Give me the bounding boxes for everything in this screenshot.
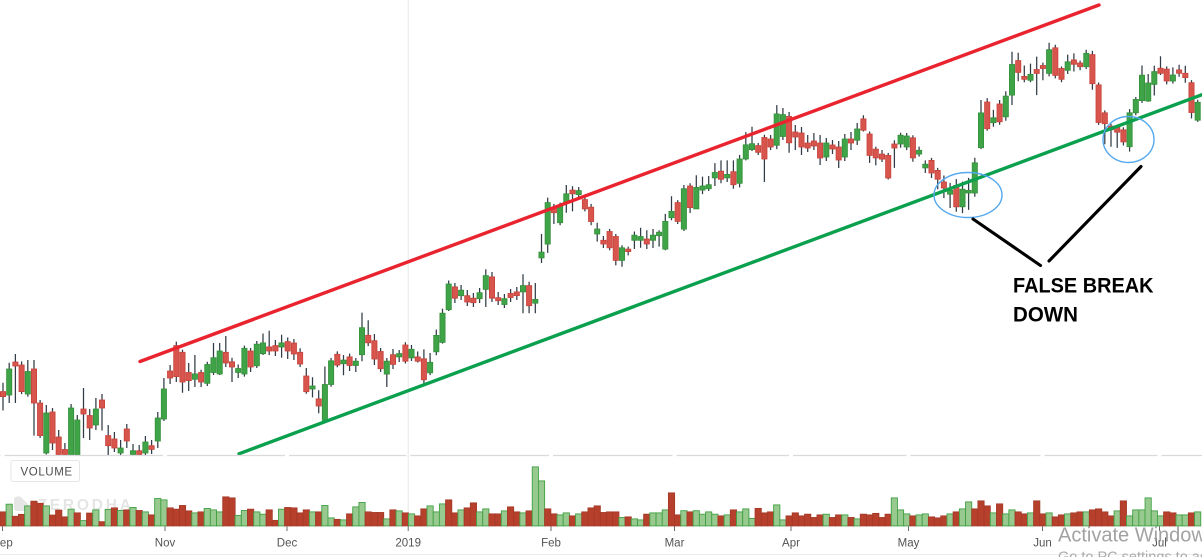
svg-text:Activate Windows: Activate Windows bbox=[1058, 525, 1202, 547]
svg-text:VOLUME: VOLUME bbox=[21, 467, 73, 479]
svg-text:FALSE BREAK: FALSE BREAK bbox=[1013, 274, 1154, 298]
svg-text:Nov: Nov bbox=[155, 538, 176, 550]
svg-text:Mar: Mar bbox=[665, 538, 685, 550]
svg-text:May: May bbox=[898, 538, 920, 550]
svg-text:Apr: Apr bbox=[782, 538, 800, 550]
svg-text:Dec: Dec bbox=[277, 538, 298, 550]
svg-text:Feb: Feb bbox=[541, 538, 561, 550]
svg-text:2019: 2019 bbox=[395, 538, 421, 550]
svg-text:Jul: Jul bbox=[1152, 538, 1167, 550]
svg-text:Sep: Sep bbox=[0, 538, 13, 550]
svg-text:Go to PC settings to activate: Go to PC settings to activate bbox=[1058, 550, 1202, 557]
svg-text:DOWN: DOWN bbox=[1013, 303, 1078, 327]
svg-text:Jun: Jun bbox=[1033, 538, 1052, 550]
